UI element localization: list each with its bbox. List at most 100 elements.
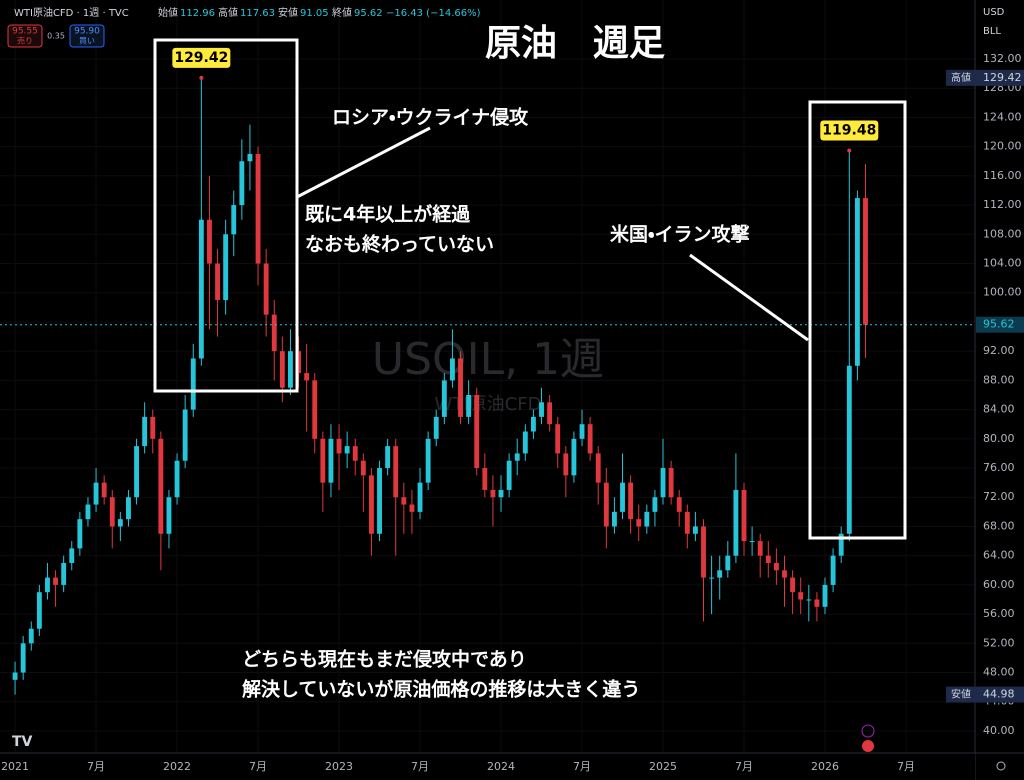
y-tick-label: 132.00	[983, 52, 1022, 65]
candle-body	[628, 482, 634, 520]
candle-body	[304, 373, 310, 381]
x-tick-label: 2022	[163, 760, 191, 773]
candle-body	[830, 555, 836, 585]
currency[interactable]: USD	[983, 7, 1005, 18]
candle-body	[555, 424, 561, 454]
candle-body	[814, 599, 820, 607]
candle-body	[12, 672, 18, 680]
plot-area: 129.42 119.48	[0, 47, 975, 695]
candle-body	[725, 555, 731, 571]
candle-body	[757, 541, 763, 556]
candle-body	[603, 482, 609, 527]
open-label: 始値	[158, 6, 178, 19]
candle-body	[782, 570, 787, 578]
candle-body	[765, 555, 771, 563]
candle-body	[385, 446, 391, 469]
open-value: 112.96	[180, 8, 215, 19]
candle-body	[20, 643, 26, 673]
symbol: WTI原油CFD · 1週 · TVC	[14, 6, 129, 19]
candle-body	[539, 402, 544, 417]
candle-body	[636, 519, 642, 527]
candle-body	[450, 358, 455, 381]
candle-body	[377, 468, 382, 534]
event-icon[interactable]	[861, 724, 875, 738]
candle-body	[45, 577, 50, 593]
x-tick-label: 2024	[487, 760, 515, 773]
candle-body	[166, 497, 172, 534]
candle-body	[474, 394, 480, 469]
candle-body	[109, 497, 115, 527]
sell-label[interactable]: 売り	[17, 36, 33, 46]
candle-body	[61, 562, 67, 585]
logo: TV	[12, 734, 33, 750]
candle-body	[360, 460, 366, 476]
candle-body	[717, 570, 723, 578]
candle-body	[320, 438, 326, 483]
high-label: 高値	[218, 6, 238, 19]
candle-body	[822, 584, 828, 607]
y-tick-label: 88.00	[983, 373, 1015, 386]
x-tick-label: 2021	[1, 760, 29, 773]
extreme-label: 129.42	[983, 71, 1022, 84]
candle-body	[466, 394, 472, 417]
candle-body	[433, 416, 439, 439]
candle-body	[174, 460, 180, 498]
x-tick-label: 7月	[897, 760, 915, 773]
sell-button[interactable]	[7, 24, 43, 48]
extreme-label: 44.98	[983, 688, 1015, 701]
candle-body	[547, 402, 553, 425]
low-value: 91.05	[300, 8, 329, 19]
callout-label: 119.48	[822, 122, 876, 138]
candle-body	[328, 438, 334, 483]
buy-label[interactable]: 買い	[79, 37, 95, 46]
candle-body	[668, 468, 674, 498]
sell-price[interactable]: 95.55	[12, 27, 38, 37]
candle-body	[352, 446, 358, 461]
buy-price[interactable]: 95.90	[74, 27, 100, 37]
candle-body	[530, 416, 536, 432]
candle-body	[158, 438, 164, 534]
candle-body	[652, 497, 658, 512]
unit[interactable]: BLL	[983, 26, 1001, 37]
candle-body	[490, 489, 496, 498]
candle-body	[93, 482, 99, 505]
high-dot	[847, 148, 852, 153]
y-tick-label: 104.00	[983, 257, 1022, 270]
candle-body	[255, 153, 261, 264]
candle-body	[458, 358, 463, 417]
event-icon[interactable]	[862, 740, 874, 752]
y-tick-label: 64.00	[983, 549, 1015, 562]
candle-body	[684, 511, 690, 534]
watermark-sub: WTI原油CFD	[435, 394, 542, 415]
spread: 0.35	[47, 32, 65, 41]
candle-body	[190, 358, 196, 410]
y-tick-label: 108.00	[983, 227, 1022, 240]
candle-body	[401, 497, 407, 505]
candle-body	[85, 504, 91, 520]
buy-button[interactable]	[69, 24, 105, 48]
candle-body	[336, 438, 342, 454]
annotation: なおも終わっていない	[305, 233, 494, 256]
extreme-label-bg	[976, 69, 1024, 86]
high-dot	[199, 75, 204, 80]
y-tick-label: 72.00	[983, 490, 1015, 503]
x-tick-label: 7月	[87, 760, 105, 773]
candle-body	[676, 497, 682, 512]
annotation: 解決していないが原油価格の推移は大きく違う	[242, 678, 640, 701]
settings-icon[interactable]	[996, 761, 1006, 771]
candle-body	[53, 577, 58, 585]
y-tick-label: 92.00	[983, 344, 1015, 357]
candle-body	[846, 365, 852, 534]
y-tick-label: 40.00	[983, 724, 1015, 737]
candle-body	[296, 351, 301, 374]
candle-body	[733, 489, 739, 556]
time-axis-panel	[0, 753, 975, 780]
candle-body	[312, 380, 318, 439]
extreme-label-name: 高値	[951, 71, 971, 84]
candle-body	[660, 468, 666, 498]
candle-body	[288, 351, 293, 388]
y-tick-label: 120.00	[983, 140, 1022, 153]
candle-body	[417, 482, 423, 512]
candle-body	[215, 263, 220, 301]
extreme-label-bg	[976, 686, 1024, 703]
